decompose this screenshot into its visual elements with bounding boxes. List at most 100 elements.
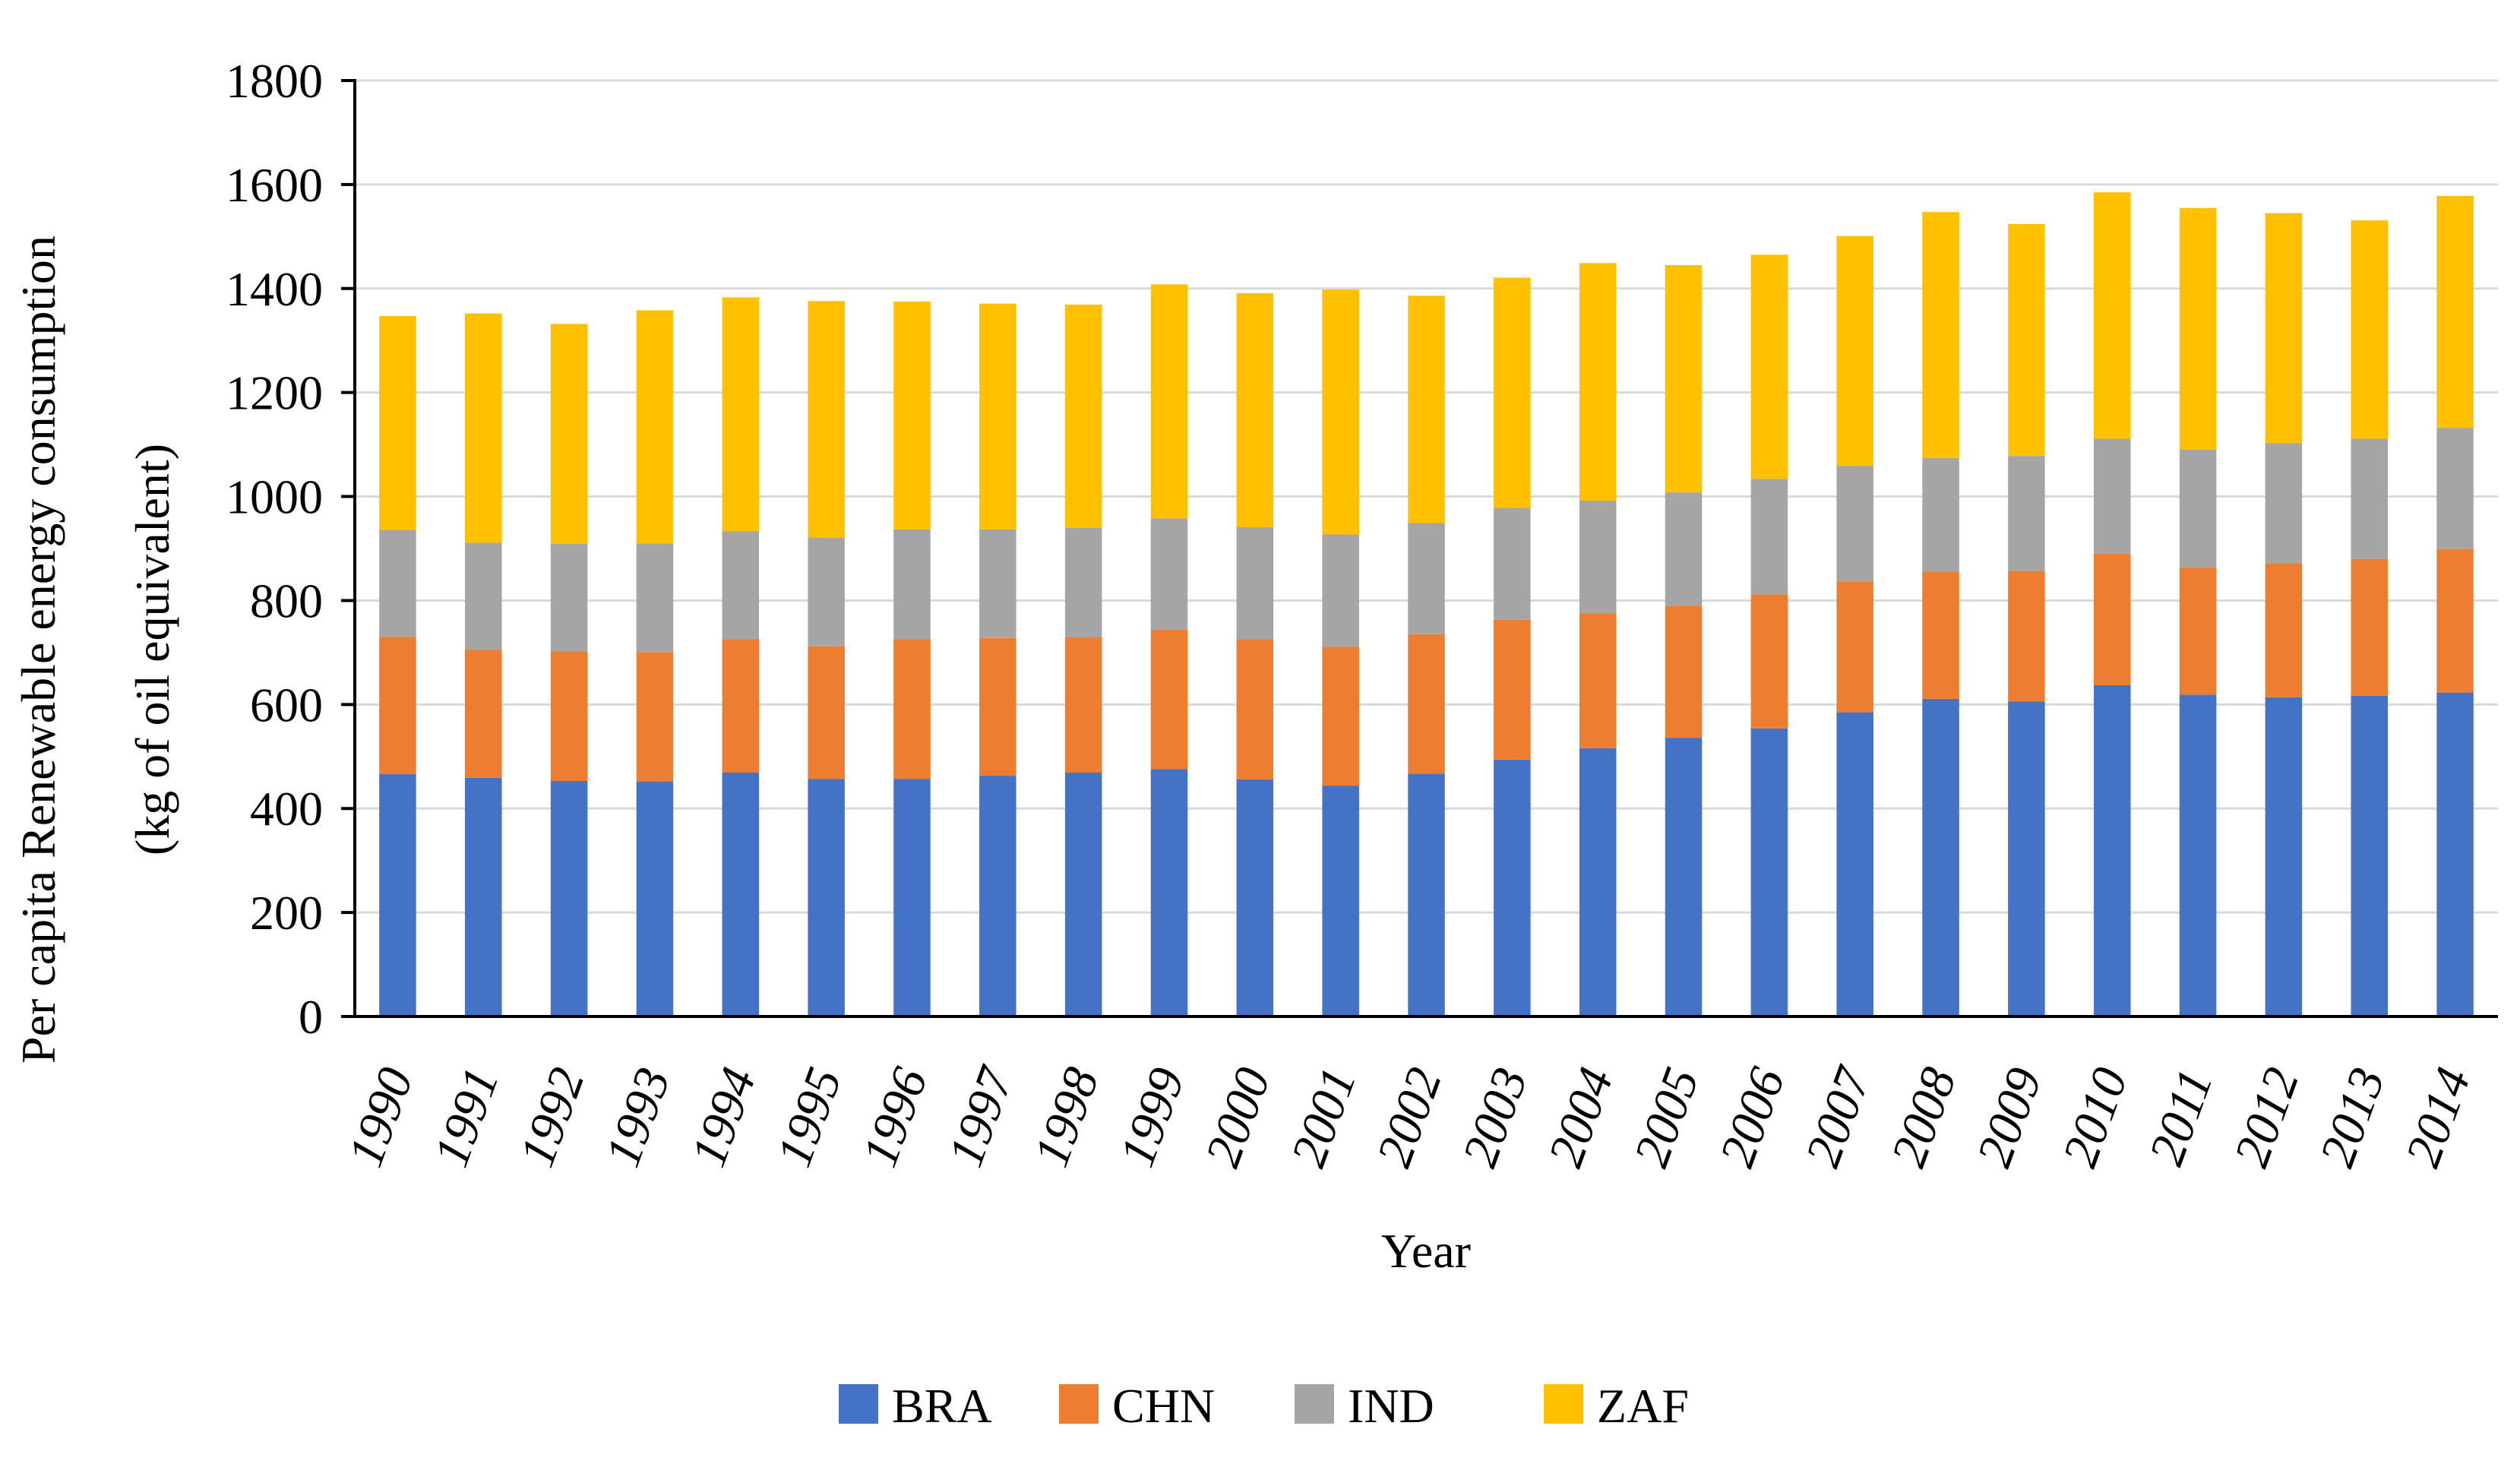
bar-zaf-2009 <box>2008 223 2045 457</box>
bar-chn-1993 <box>636 652 674 782</box>
bar-bra-2002 <box>1408 773 1445 1016</box>
bar-bra-1998 <box>1064 772 1102 1016</box>
x-tick-label: 1999 <box>1109 1061 1196 1174</box>
bar-ind-2007 <box>1836 466 1873 582</box>
bar-ind-1997 <box>979 529 1017 638</box>
bar-zaf-1999 <box>1150 284 1188 519</box>
x-axis-title: Year <box>1381 1224 1471 1278</box>
bar-bra-2005 <box>1665 738 1703 1016</box>
bar-zaf-2007 <box>1836 236 1873 466</box>
bar-zaf-2012 <box>2265 213 2303 444</box>
x-tick-label: 2003 <box>1452 1061 1538 1174</box>
bar-chn-1998 <box>1064 637 1102 773</box>
y-tick-label: 1200 <box>226 366 323 420</box>
x-tick-label: 2002 <box>1366 1061 1453 1174</box>
x-tick-label: 1992 <box>509 1061 596 1174</box>
bar-bra-1990 <box>379 774 416 1016</box>
legend-label-chn: CHN <box>1112 1379 1215 1433</box>
bar-ind-2014 <box>2436 428 2474 549</box>
bar-zaf-1996 <box>893 301 931 530</box>
bar-chn-2001 <box>1322 647 1359 786</box>
y-tick-label: 1600 <box>226 158 323 212</box>
y-tick-labels: 0 200 400 600 800 1000 1200 1400 1600 1800 <box>226 54 323 1044</box>
axes <box>341 79 2498 1018</box>
bar-chn-1997 <box>979 637 1017 776</box>
bar-bra-1996 <box>893 779 931 1016</box>
bar-chn-2009 <box>2008 571 2045 702</box>
bar-ind-2006 <box>1750 479 1788 595</box>
x-tick-label: 2006 <box>1709 1061 1796 1174</box>
x-tick-label: 1994 <box>681 1061 767 1174</box>
bar-zaf-2013 <box>2351 220 2389 439</box>
bar-bra-2006 <box>1750 728 1788 1016</box>
bar-ind-2002 <box>1408 523 1445 634</box>
bar-chn-2003 <box>1494 619 1531 760</box>
bar-chn-1996 <box>893 639 931 779</box>
bar-ind-2000 <box>1236 526 1274 640</box>
bar-zaf-1991 <box>464 313 502 543</box>
bar-zaf-2002 <box>1408 296 1445 523</box>
x-tick-label: 1996 <box>852 1061 938 1174</box>
bar-zaf-2008 <box>1922 212 1959 458</box>
y-axis-title-line1: Per capita Renewable energy consumption <box>11 236 65 1064</box>
bar-chn-1991 <box>464 650 502 778</box>
bar-chn-2004 <box>1579 613 1617 748</box>
legend-label-zaf: ZAF <box>1597 1379 1689 1433</box>
bar-chn-2011 <box>2179 567 2217 695</box>
bar-bra-1992 <box>550 780 588 1016</box>
bar-chn-1992 <box>550 651 588 781</box>
bar-chn-2007 <box>1836 581 1873 713</box>
bar-ind-1993 <box>636 543 674 653</box>
bar-zaf-2005 <box>1665 264 1703 493</box>
x-tick-label: 1998 <box>1023 1061 1110 1174</box>
y-tick-label: 1800 <box>226 54 323 108</box>
x-tick-labels: 1990 1991 1992 1993 1994 1995 1996 1997 1998 1999… <box>337 1058 2481 1174</box>
bar-zaf-2014 <box>2436 195 2474 428</box>
bar-ind-2009 <box>2008 456 2045 571</box>
bar-bra-1997 <box>979 776 1017 1016</box>
bar-chn-2012 <box>2265 563 2303 697</box>
bar-bra-2008 <box>1922 698 1959 1016</box>
bar-ind-2013 <box>2351 438 2389 559</box>
bar-zaf-2011 <box>2179 207 2217 450</box>
bar-chn-1995 <box>808 646 845 779</box>
y-tick-label: 800 <box>250 574 323 628</box>
x-tick-label: 1995 <box>767 1061 853 1174</box>
x-tick-label: 2000 <box>1195 1061 1282 1174</box>
x-tick-label: 1991 <box>423 1061 510 1174</box>
bar-chn-2014 <box>2436 549 2474 693</box>
legend: BRA CHN IND ZAF <box>839 1379 1689 1433</box>
bar-zaf-2000 <box>1236 292 1274 527</box>
bar-bra-2001 <box>1322 786 1359 1016</box>
bar-chn-2005 <box>1665 605 1703 738</box>
x-tick-label: 2009 <box>1966 1061 2053 1174</box>
x-tick-label: 2007 <box>1795 1058 1883 1174</box>
bar-ind-1990 <box>379 530 416 637</box>
bar-bra-2010 <box>2093 685 2131 1016</box>
y-tick-label: 1400 <box>226 262 323 316</box>
bar-bra-1993 <box>636 781 674 1016</box>
bar-zaf-2010 <box>2093 192 2131 439</box>
bar-zaf-1992 <box>550 324 588 544</box>
x-tick-label: 2012 <box>2224 1061 2310 1174</box>
bar-bra-2000 <box>1236 779 1274 1016</box>
x-tick-label: 2004 <box>1538 1061 1624 1174</box>
bar-ind-2001 <box>1322 534 1359 647</box>
bar-zaf-1990 <box>379 316 416 530</box>
x-tick-label: 1993 <box>595 1061 681 1174</box>
y-tick-label: 200 <box>250 886 323 940</box>
bar-chn-2000 <box>1236 639 1274 779</box>
bar-bra-2007 <box>1836 712 1873 1016</box>
bar-chn-2013 <box>2351 558 2389 696</box>
legend-swatch-ind <box>1295 1384 1334 1424</box>
bar-bra-2014 <box>2436 692 2474 1016</box>
bar-ind-1998 <box>1064 527 1102 638</box>
bar-chn-2006 <box>1750 594 1788 729</box>
bar-bra-2004 <box>1579 748 1617 1016</box>
bar-ind-2012 <box>2265 443 2303 564</box>
bar-bra-1994 <box>722 772 760 1016</box>
x-tick-label: 2008 <box>1880 1061 1967 1174</box>
y-axis-title: Per capita Renewable energy consumption … <box>11 236 179 1064</box>
legend-swatch-chn <box>1059 1384 1099 1424</box>
